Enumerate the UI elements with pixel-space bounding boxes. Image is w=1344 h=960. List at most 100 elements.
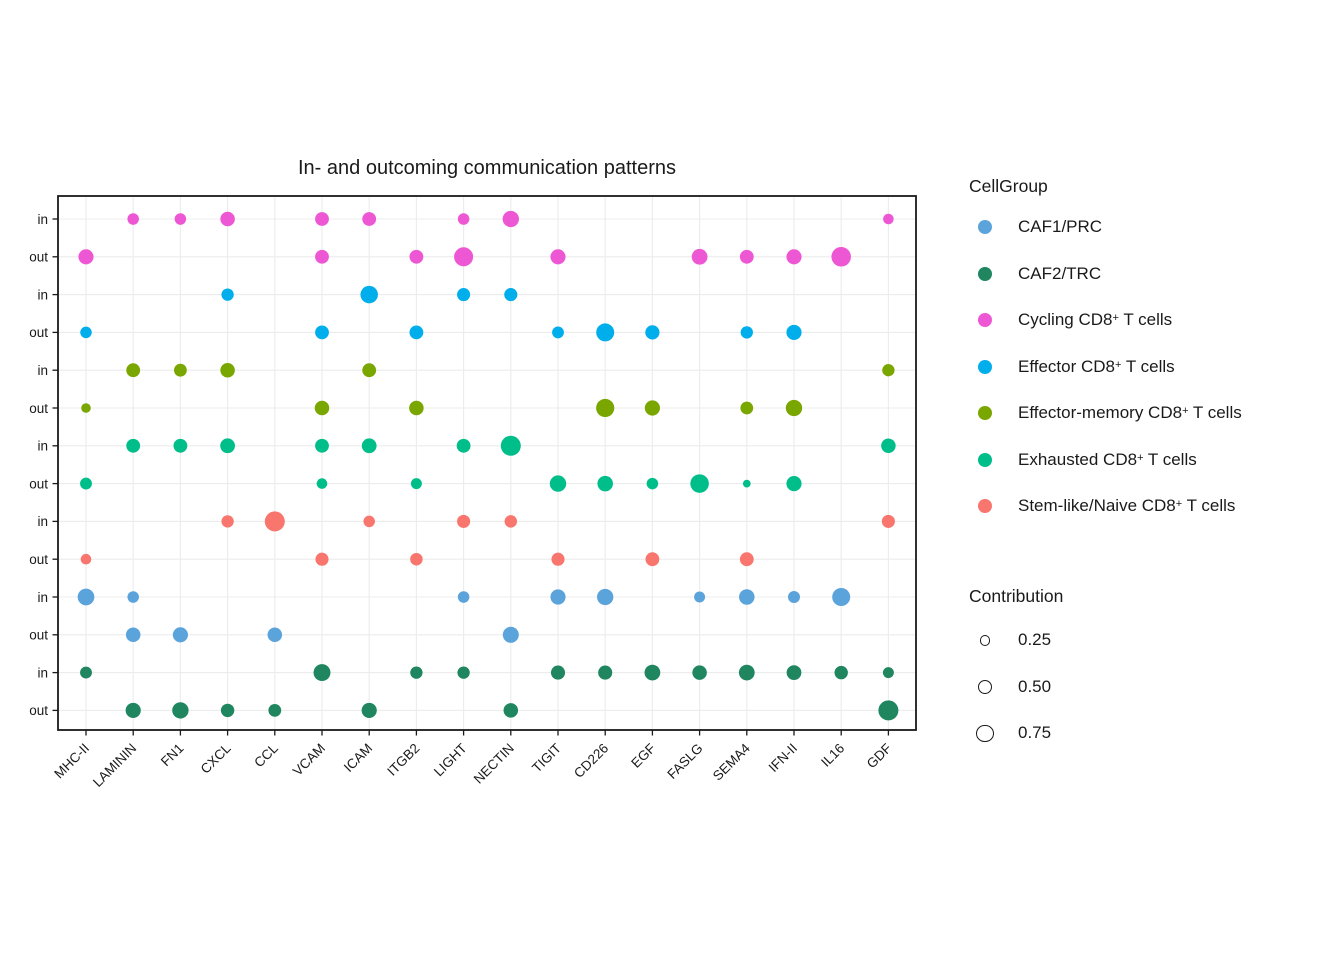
data-point bbox=[456, 438, 471, 453]
data-point bbox=[503, 703, 519, 718]
plot-panel bbox=[58, 196, 916, 730]
label-text: CAF1/PRC bbox=[1018, 217, 1103, 237]
effector-cd8-color-dot bbox=[978, 359, 992, 374]
data-point bbox=[80, 553, 92, 565]
legend-swatch-box bbox=[969, 304, 1001, 336]
data-point bbox=[220, 211, 235, 227]
y-axis-label: out bbox=[29, 250, 48, 265]
y-axis-label: out bbox=[29, 552, 48, 567]
contribution-item-label: 0.75 bbox=[1018, 723, 1052, 743]
data-point bbox=[220, 703, 235, 718]
label-text: Effector CD8 bbox=[1018, 356, 1116, 376]
cycling-cd8-color-dot bbox=[978, 313, 992, 328]
data-point bbox=[315, 325, 329, 340]
x-axis-label: EGF bbox=[628, 741, 658, 771]
label-text: T cells bbox=[1188, 403, 1242, 423]
data-point bbox=[502, 210, 519, 228]
data-point bbox=[410, 478, 422, 490]
stem-like-naive-cd8-color-dot bbox=[978, 499, 992, 514]
contribution-item-075: 0.75 bbox=[969, 710, 1063, 757]
data-point bbox=[786, 665, 802, 680]
data-point bbox=[457, 591, 470, 603]
data-point bbox=[694, 591, 706, 603]
legend-swatch-box bbox=[969, 211, 1001, 243]
legend-item-label: CAF1/PRC bbox=[1018, 217, 1102, 237]
data-point bbox=[410, 666, 423, 679]
legend-item-label: Effector-memory CD8+ T cells bbox=[1018, 403, 1242, 423]
data-point bbox=[596, 323, 615, 342]
y-axis-label: out bbox=[29, 703, 48, 718]
label-sup: + bbox=[1137, 451, 1144, 464]
data-point bbox=[785, 399, 803, 417]
x-axis-label: LIGHT bbox=[431, 741, 470, 780]
effector-memory-cd8-color-dot bbox=[978, 406, 992, 421]
data-point bbox=[504, 515, 518, 528]
data-point bbox=[80, 477, 92, 490]
data-point bbox=[362, 212, 377, 226]
data-point bbox=[363, 515, 375, 528]
data-point bbox=[786, 476, 802, 492]
data-point bbox=[550, 665, 566, 680]
data-point bbox=[315, 552, 329, 566]
label-sup: + bbox=[1182, 405, 1189, 418]
data-point bbox=[361, 702, 377, 718]
y-axis-label: out bbox=[29, 476, 48, 491]
data-point bbox=[454, 247, 474, 267]
legend-item-label: Effector CD8+ T cells bbox=[1018, 357, 1175, 377]
y-axis-label: in bbox=[37, 514, 48, 529]
y-axis-label: in bbox=[37, 212, 48, 227]
contribution-size-circle bbox=[977, 679, 993, 694]
legend-item-label: Cycling CD8+ T cells bbox=[1018, 310, 1172, 330]
label-text: Effector-memory CD8 bbox=[1018, 403, 1183, 423]
legend-item-label: Stem-like/Naive CD8+ T cells bbox=[1018, 496, 1235, 516]
data-point bbox=[125, 627, 141, 643]
data-point bbox=[172, 702, 189, 719]
legend-item-stem-like-naive-cd8: Stem-like/Naive CD8+ T cells bbox=[969, 483, 1242, 530]
data-point bbox=[788, 591, 800, 603]
legend-item-label: CAF2/TRC bbox=[1018, 264, 1101, 284]
data-point bbox=[315, 249, 329, 264]
data-point bbox=[834, 665, 848, 680]
label-text: Cycling CD8 bbox=[1018, 310, 1113, 330]
data-point bbox=[220, 438, 235, 454]
x-axis-label: GDF bbox=[864, 741, 895, 772]
legend-swatch-box bbox=[969, 258, 1001, 290]
data-point bbox=[739, 589, 755, 605]
data-point bbox=[500, 435, 521, 456]
data-point bbox=[549, 475, 567, 492]
data-point bbox=[550, 249, 566, 265]
data-point bbox=[174, 363, 187, 377]
data-point bbox=[645, 552, 660, 567]
data-point bbox=[126, 363, 141, 378]
data-point bbox=[78, 249, 94, 265]
data-point bbox=[268, 704, 282, 717]
legend-item-exhausted-cd8: Exhausted CD8+ T cells bbox=[969, 437, 1242, 484]
label-text: Exhausted CD8 bbox=[1018, 449, 1138, 469]
x-axis-label: CD226 bbox=[571, 741, 611, 781]
data-point bbox=[81, 403, 91, 413]
data-point bbox=[315, 212, 329, 226]
data-point bbox=[597, 475, 613, 492]
legend-contribution-title: Contribution bbox=[969, 586, 1064, 606]
data-point bbox=[740, 326, 753, 339]
data-point bbox=[692, 665, 707, 680]
x-axis-label: NECTIN bbox=[471, 741, 517, 787]
legend-item-effector-cd8: Effector CD8+ T cells bbox=[969, 344, 1242, 391]
y-axis-label: out bbox=[29, 628, 48, 643]
data-point bbox=[315, 438, 329, 453]
data-point bbox=[80, 326, 92, 339]
panel-border bbox=[57, 195, 917, 731]
caf1-prc-color-dot bbox=[978, 220, 992, 235]
data-point bbox=[221, 515, 234, 528]
legend-cellgroup: CellGroup CAF1/PRC CAF2/TRC Cycling CD8+… bbox=[969, 172, 1242, 530]
legend-item-cycling-cd8: Cycling CD8+ T cells bbox=[969, 297, 1242, 344]
data-point bbox=[644, 664, 661, 681]
data-point bbox=[596, 398, 615, 418]
caf2-trc-color-dot bbox=[978, 266, 992, 281]
y-axis-label: out bbox=[29, 401, 48, 416]
y-axis-label: in bbox=[37, 665, 48, 680]
data-point bbox=[126, 438, 141, 453]
contribution-item-label: 0.25 bbox=[1018, 630, 1052, 650]
